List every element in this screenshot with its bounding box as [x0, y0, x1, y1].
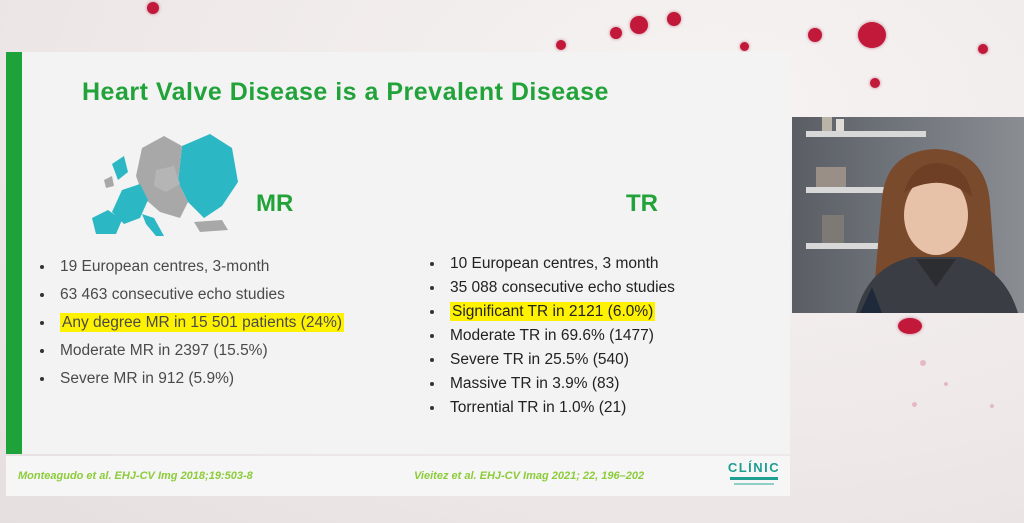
- decor-dot: [667, 12, 681, 26]
- reference-left: Monteagudo et al. EHJ-CV Img 2018;19:503…: [18, 470, 253, 482]
- decor-dot: [920, 360, 926, 366]
- tr-bullet: Massive TR in 3.9% (83): [426, 372, 675, 396]
- decor-dot: [990, 404, 994, 408]
- tr-bullet-text: 10 European centres, 3 month: [450, 255, 659, 272]
- mr-heading: MR: [256, 190, 294, 217]
- slide-title: Heart Valve Disease is a Prevalent Disea…: [82, 78, 609, 106]
- tr-bullet: 35 088 consecutive echo studies: [426, 276, 675, 300]
- clinic-logo-word: CLÍNIC: [727, 460, 781, 475]
- tr-bullet: 10 European centres, 3 month: [426, 252, 675, 276]
- mr-bullet: Moderate MR in 2397 (15.5%): [36, 337, 344, 365]
- logo-bar: [730, 477, 778, 480]
- mr-bullet-highlighted: Any degree MR in 15 501 patients (24%): [36, 309, 345, 337]
- mr-bullet-text: Moderate MR in 2397 (15.5%): [60, 342, 268, 359]
- mr-bullet-list: 19 European centres, 3-month 63 463 cons…: [36, 253, 345, 393]
- decor-dot: [556, 40, 566, 50]
- tr-bullet-highlighted: Significant TR in 2121 (6.0%): [426, 300, 675, 324]
- decor-dot: [630, 16, 648, 34]
- decor-dot: [870, 78, 880, 88]
- decor-dot: [898, 318, 922, 334]
- book: [816, 167, 846, 187]
- slide-footer: Monteagudo et al. EHJ-CV Img 2018;19:503…: [6, 456, 790, 496]
- mr-bullet-text: Any degree MR in 15 501 patients (24%): [60, 313, 345, 332]
- book: [836, 119, 844, 131]
- decor-dot: [147, 2, 159, 14]
- decor-dot: [808, 28, 822, 42]
- tr-heading: TR: [626, 190, 658, 217]
- tr-bullet: Torrential TR in 1.0% (21): [426, 396, 675, 420]
- mr-bullet: 63 463 consecutive echo studies: [36, 281, 344, 309]
- decor-dot: [944, 382, 948, 386]
- reference-right: Vieitez et al. EHJ-CV Imag 2021; 22, 196…: [414, 470, 645, 482]
- presenter-video-icon: [856, 149, 1018, 313]
- tr-bullet-text: Massive TR in 3.9% (83): [450, 375, 620, 392]
- decor-dot: [858, 22, 886, 48]
- decor-dot: [978, 44, 988, 54]
- presentation-slide: Heart Valve Disease is a Prevalent Disea…: [6, 52, 790, 454]
- presenter-video-tile[interactable]: [792, 117, 1024, 313]
- mr-bullet: 19 European centres, 3-month: [36, 253, 344, 281]
- tr-bullet-text: Moderate TR in 69.6% (1477): [450, 327, 654, 344]
- mr-bullet-text: 63 463 consecutive echo studies: [60, 286, 285, 303]
- tr-bullet-text: 35 088 consecutive echo studies: [450, 279, 675, 296]
- clinic-logo: CLÍNIC: [726, 460, 782, 492]
- mr-bullet-text: Severe MR in 912 (5.9%): [60, 370, 235, 387]
- shelf: [806, 243, 926, 249]
- book: [822, 215, 844, 243]
- tr-bullet-text: Severe TR in 25.5% (540): [450, 351, 629, 368]
- europe-map-image: [92, 134, 238, 236]
- mr-bullet: Severe MR in 912 (5.9%): [36, 365, 344, 393]
- decor-dot: [740, 42, 749, 51]
- tr-bullet: Moderate TR in 69.6% (1477): [426, 324, 675, 348]
- tr-bullet-list: 10 European centres, 3 month 35 088 cons…: [426, 252, 675, 420]
- mr-bullet-text: 19 European centres, 3-month: [60, 258, 270, 275]
- logo-subbar: [734, 483, 774, 485]
- decor-dot: [912, 402, 917, 407]
- tr-bullet-text: Significant TR in 2121 (6.0%): [450, 302, 656, 321]
- tr-bullet-text: Torrential TR in 1.0% (21): [450, 399, 627, 416]
- tr-bullet: Severe TR in 25.5% (540): [426, 348, 675, 372]
- book: [822, 117, 832, 131]
- shelf: [806, 187, 926, 193]
- shelf: [806, 131, 926, 137]
- decor-dot: [610, 27, 622, 39]
